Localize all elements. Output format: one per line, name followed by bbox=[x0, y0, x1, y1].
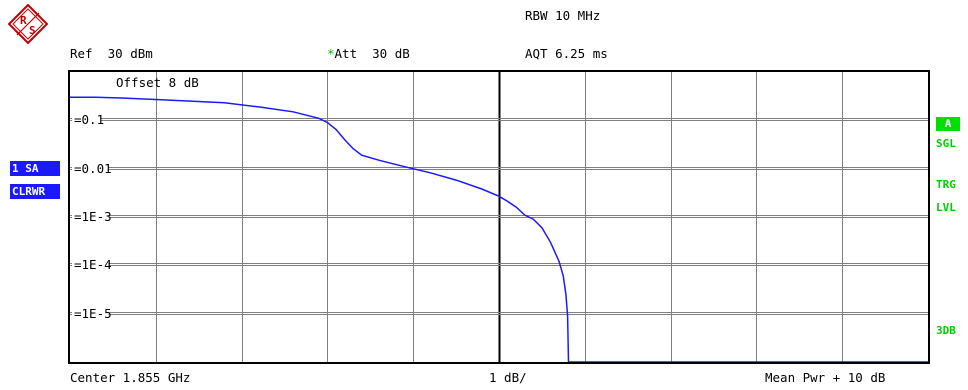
trace-badge: 1 SA bbox=[10, 161, 60, 176]
y-tick-label: =1E-5 bbox=[74, 306, 112, 321]
tick-label-background bbox=[72, 161, 109, 175]
trigger-indicator: TRG bbox=[936, 178, 956, 191]
y-tick-label: =1E-4 bbox=[74, 257, 112, 272]
ref-level-label: Ref 30 dBm bbox=[70, 46, 153, 61]
ccdf-trace-line bbox=[70, 96, 928, 362]
center-frequency-label: Center 1.855 GHz bbox=[70, 370, 191, 385]
y-tick-label: =0.01 bbox=[74, 161, 112, 176]
attenuation-label: *Att 30 dB bbox=[327, 46, 410, 61]
ccdf-plot-area: =0.1 =0.01 =1E-3 =1E-4 =1E-5 Offset 8 dB bbox=[68, 70, 930, 364]
tick-label-background bbox=[72, 257, 109, 271]
tick-label-background bbox=[72, 112, 101, 126]
3db-indicator: 3DB bbox=[936, 324, 956, 337]
y-tick-label: =1E-3 bbox=[74, 209, 112, 224]
trace-mode-badge: CLRWR bbox=[10, 184, 60, 199]
scale-label: 1 dB/ bbox=[489, 370, 527, 385]
mean-power-label: Mean Pwr + 10 dB bbox=[765, 370, 886, 385]
att-text: Att 30 dB bbox=[334, 46, 410, 61]
level-indicator: LVL bbox=[936, 201, 956, 214]
ccdf-chart: =0.1 =0.01 =1E-3 =1E-4 =1E-5 Offset 8 dB bbox=[70, 72, 928, 362]
screen-a-badge: A bbox=[936, 117, 960, 131]
aqt-label: AQT 6.25 ms bbox=[525, 46, 608, 61]
svg-text:R: R bbox=[20, 14, 27, 27]
svg-text:S: S bbox=[29, 24, 36, 37]
offset-annotation: Offset 8 dB bbox=[116, 75, 199, 90]
rbw-label: RBW 10 MHz bbox=[525, 8, 601, 23]
att-star: * bbox=[327, 46, 335, 61]
y-tick-label: =0.1 bbox=[74, 112, 104, 127]
rohde-schwarz-logo-icon: R S bbox=[8, 4, 48, 44]
tick-label-background bbox=[72, 209, 109, 223]
tick-label-background bbox=[72, 306, 109, 320]
single-sweep-indicator: SGL bbox=[936, 137, 956, 150]
